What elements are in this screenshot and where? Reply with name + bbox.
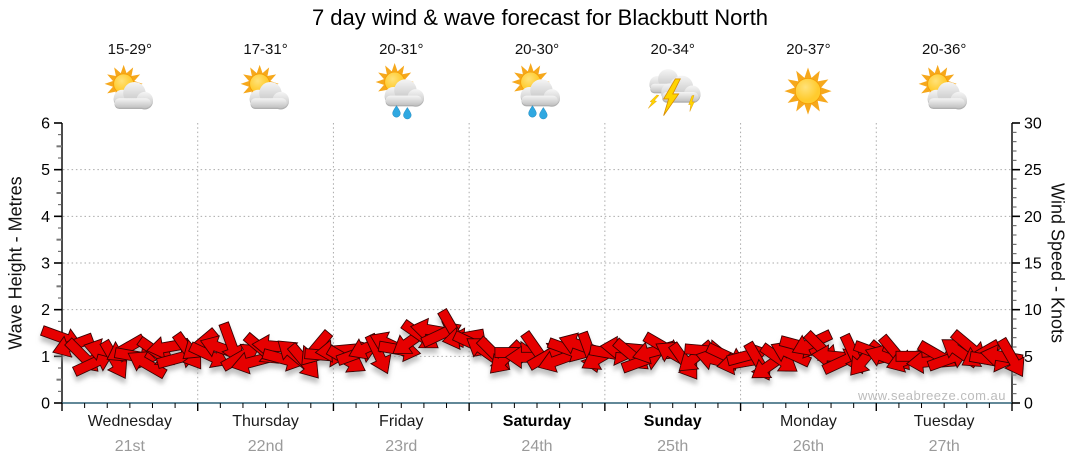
weather-icon-partly-cloudy [101, 63, 159, 121]
svg-text:25: 25 [1024, 162, 1042, 179]
svg-text:0: 0 [1024, 396, 1033, 413]
day-date-label: 25th [657, 438, 689, 455]
day-name-label: Friday [379, 413, 424, 430]
day-date-label: 21st [114, 438, 145, 455]
svg-text:0: 0 [41, 396, 50, 413]
day-name-label: Saturday [502, 413, 572, 430]
svg-text:20: 20 [1024, 209, 1042, 226]
svg-text:15: 15 [1024, 256, 1042, 273]
temperature-range: 20-31° [379, 41, 424, 58]
weather-icon-storm [644, 63, 702, 121]
weather-icon-partly-cloudy [237, 63, 295, 121]
day-date-label: 24th [521, 438, 553, 455]
svg-text:10: 10 [1024, 302, 1042, 319]
temperature-range: 20-36° [921, 41, 967, 58]
right-axis-title: Wind Speed - Knots [1047, 182, 1068, 344]
svg-text:2: 2 [41, 302, 50, 319]
svg-text:6: 6 [41, 116, 50, 133]
day-name-label: Tuesday [913, 413, 975, 430]
svg-text:5: 5 [1024, 349, 1033, 366]
weather-icon-partly-cloudy [915, 63, 973, 121]
watermark: www.seabreeze.com.au [857, 388, 1006, 403]
svg-text:3: 3 [41, 256, 50, 273]
svg-text:5: 5 [41, 162, 50, 179]
left-axis-title: Wave Height - Metres [5, 176, 26, 350]
svg-text:1: 1 [41, 349, 50, 366]
day-name-label: Wednesday [87, 413, 172, 430]
weather-icon-rain [372, 63, 430, 121]
day-date-label: 23rd [385, 438, 418, 455]
temperature-range: 20-30° [514, 41, 560, 58]
day-date-label: 27th [928, 438, 960, 455]
temperature-range: 15-29° [107, 41, 153, 58]
svg-text:4: 4 [41, 209, 50, 226]
day-name-label: Thursday [232, 413, 299, 430]
page-title: 7 day wind & wave forecast for Blackbutt… [311, 5, 769, 30]
wind-arrow-series [39, 307, 1025, 381]
temperature-range: 20-34° [650, 41, 695, 58]
svg-text:30: 30 [1024, 116, 1042, 133]
day-name-label: Sunday [643, 413, 702, 430]
temperature-range: 17-31° [243, 41, 288, 58]
day-date-label: 22nd [247, 438, 284, 455]
temperature-range: 20-37° [786, 41, 831, 58]
weather-icon-rain [508, 63, 566, 121]
weather-icon-sunny [779, 63, 837, 121]
day-name-label: Monday [779, 413, 837, 430]
day-date-label: 26th [792, 438, 824, 455]
